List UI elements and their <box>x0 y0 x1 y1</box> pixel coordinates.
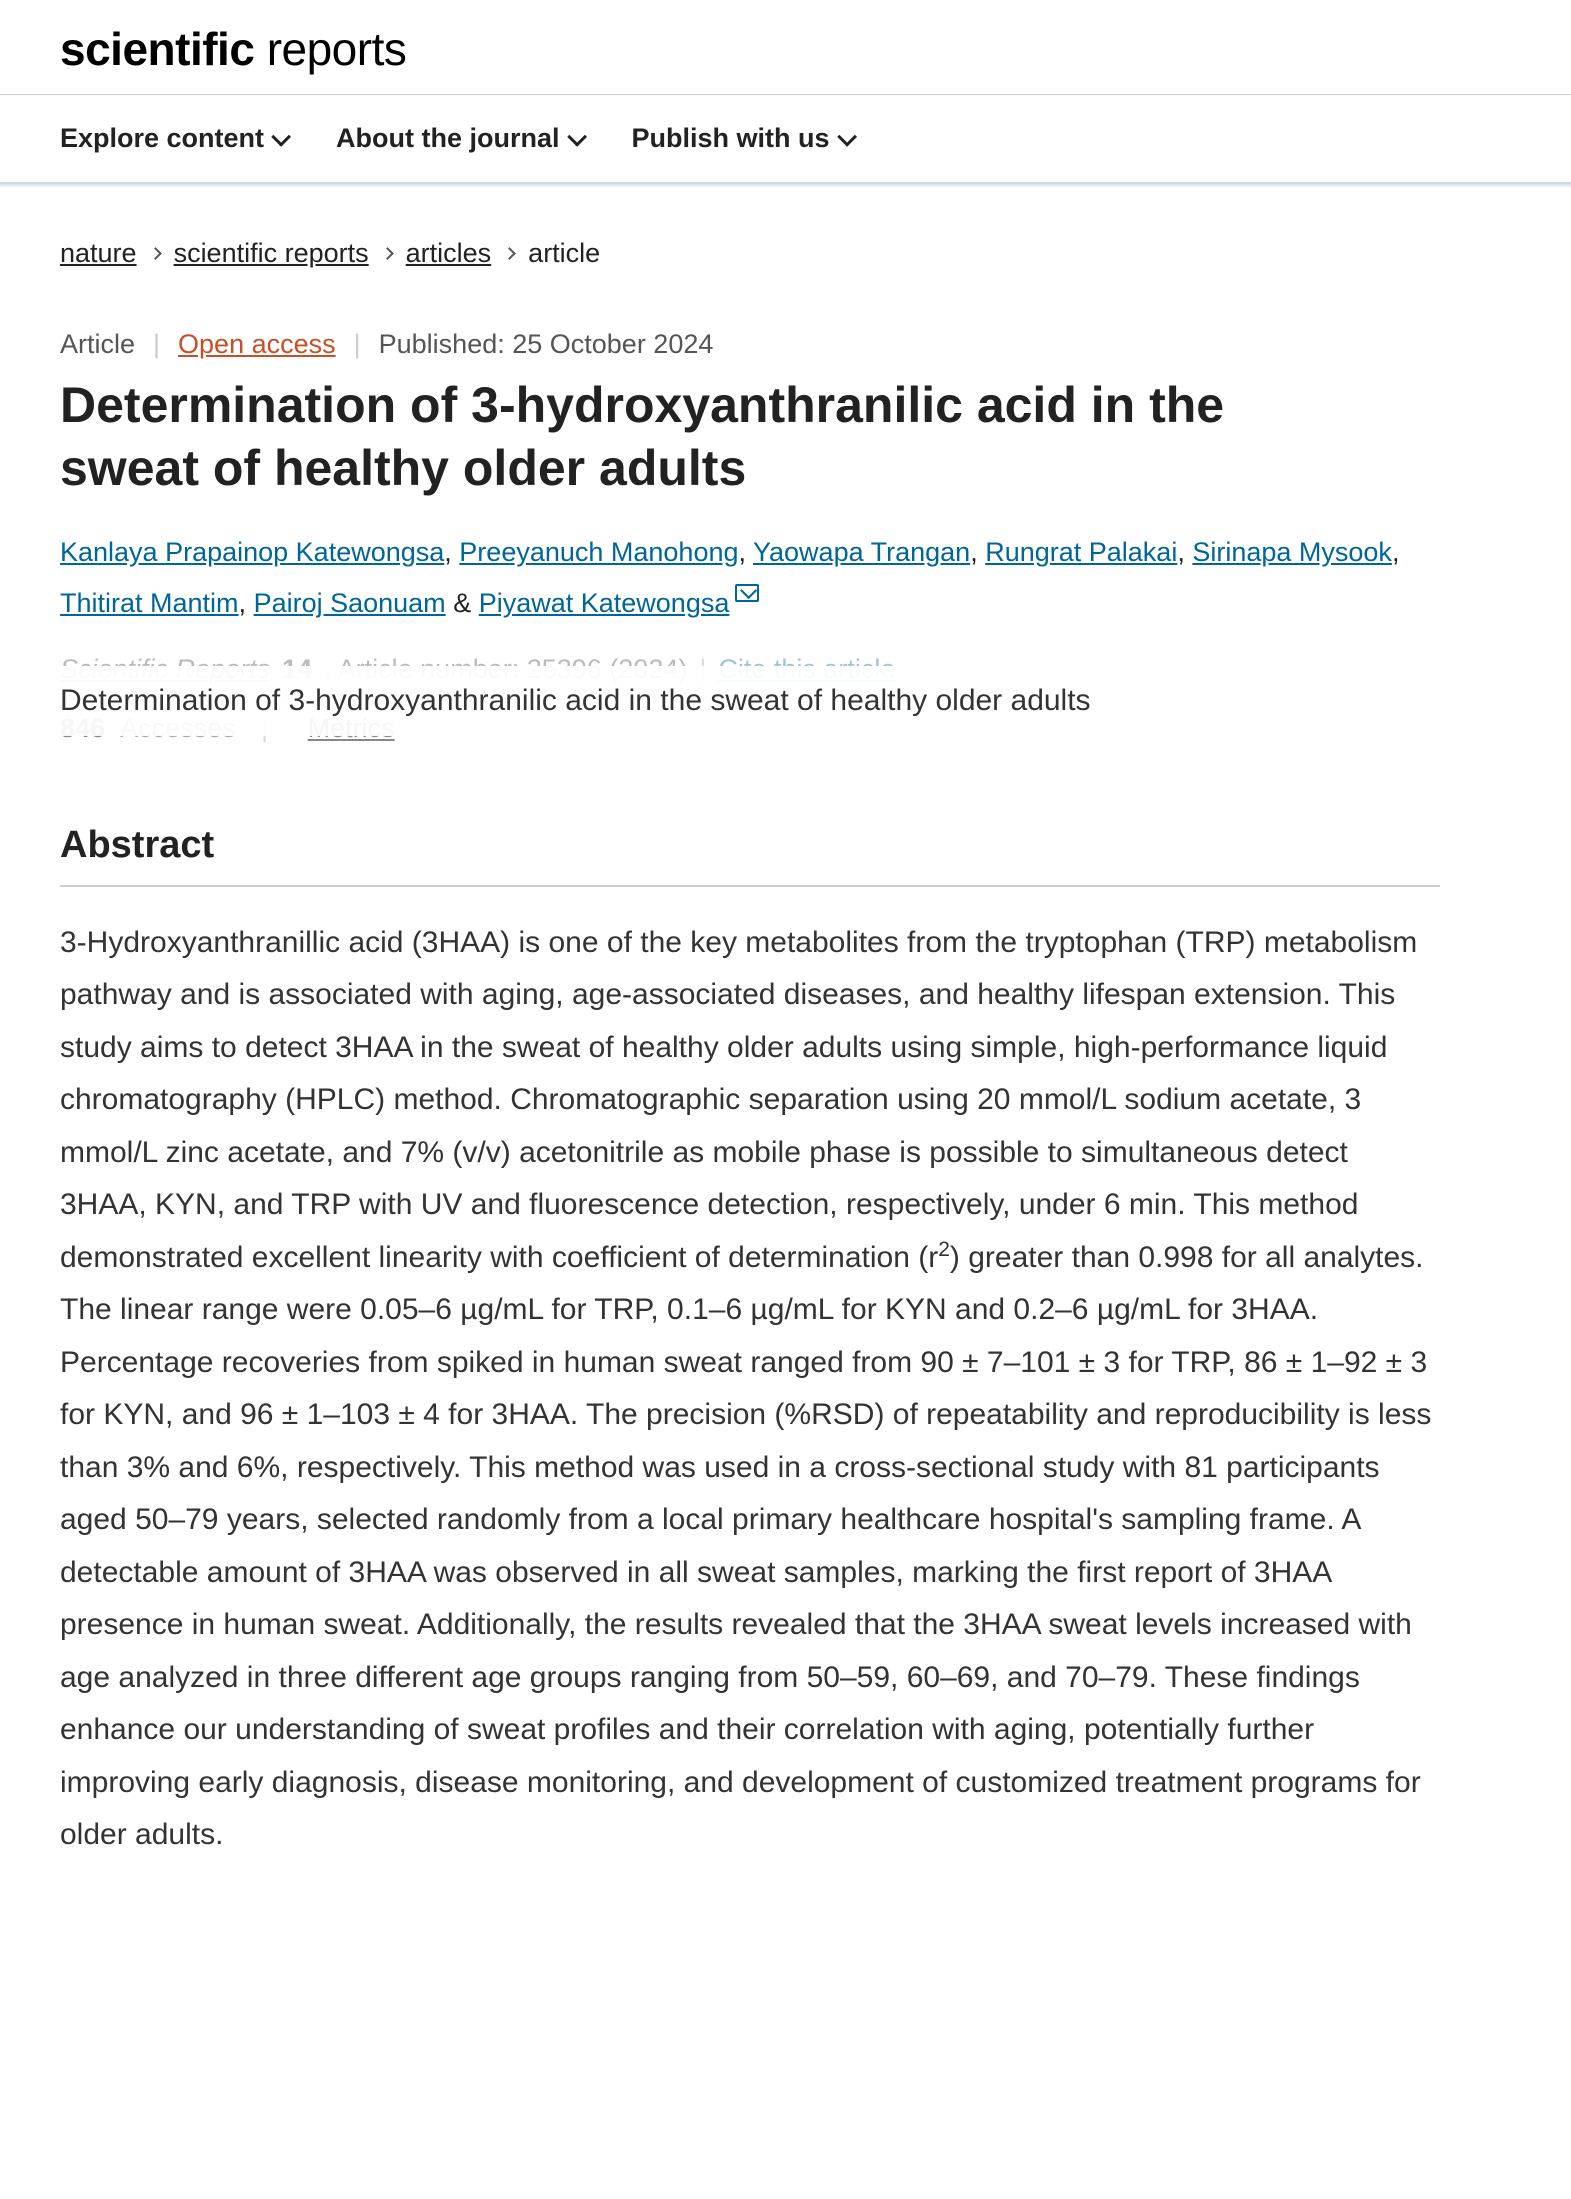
article-title: Determination of 3-hydroxyanthranilic ac… <box>60 374 1360 499</box>
breadcrumb-articles[interactable]: articles <box>406 238 492 269</box>
mail-icon[interactable] <box>735 584 759 602</box>
chevron-down-icon <box>271 126 291 146</box>
breadcrumb-nature[interactable]: nature <box>60 238 137 269</box>
abstract-text: 3-Hydroxyanthranillic acid (3HAA) is one… <box>60 917 1440 1862</box>
author-link[interactable]: Piyawat Katewongsa <box>479 588 730 618</box>
chevron-down-icon <box>567 126 587 146</box>
author-link[interactable]: Thitirat Mantim <box>60 588 239 618</box>
article-meta: Article | Open access | Published: 25 Oc… <box>60 329 1440 360</box>
author-link[interactable]: Preeyanuch Manohong <box>459 537 738 567</box>
nav-explore-content[interactable]: Explore content <box>60 95 286 182</box>
author-link[interactable]: Yaowapa Trangan <box>753 537 970 567</box>
breadcrumb-current: article <box>528 238 600 269</box>
chevron-down-icon <box>837 126 857 146</box>
chevron-right-icon <box>149 247 162 260</box>
nav-about-journal[interactable]: About the journal <box>336 95 581 182</box>
nav-label: Explore content <box>60 123 264 154</box>
nav-label: Publish with us <box>632 123 830 154</box>
nav-label: About the journal <box>336 123 559 154</box>
chevron-right-icon <box>381 247 394 260</box>
site-brand: scientific reports <box>0 0 1571 94</box>
published-date: Published: 25 October 2024 <box>379 329 714 360</box>
primary-nav: Explore content About the journal Publis… <box>0 95 1571 182</box>
author-list: Kanlaya Prapainop Katewongsa, Preeyanuch… <box>60 527 1420 630</box>
chevron-right-icon <box>503 247 516 260</box>
author-link[interactable]: Sirinapa Mysook <box>1192 537 1392 567</box>
brand-light: reports <box>254 23 406 75</box>
open-access-link[interactable]: Open access <box>178 329 336 360</box>
sticky-title: Determination of 3-hydroxyanthranilic ac… <box>60 684 1440 718</box>
brand-bold: scientific <box>60 23 254 75</box>
nav-publish-with-us[interactable]: Publish with us <box>632 95 852 182</box>
author-link[interactable]: Pairoj Saonuam <box>254 588 446 618</box>
breadcrumb: nature scientific reports articles artic… <box>60 218 1440 309</box>
author-link[interactable]: Kanlaya Prapainop Katewongsa <box>60 537 444 567</box>
sticky-title-bar: Determination of 3-hydroxyanthranilic ac… <box>60 666 1440 736</box>
abstract-heading: Abstract <box>60 824 1440 887</box>
article-type: Article <box>60 329 135 360</box>
breadcrumb-scientific-reports[interactable]: scientific reports <box>174 238 369 269</box>
author-link[interactable]: Rungrat Palakai <box>985 537 1177 567</box>
